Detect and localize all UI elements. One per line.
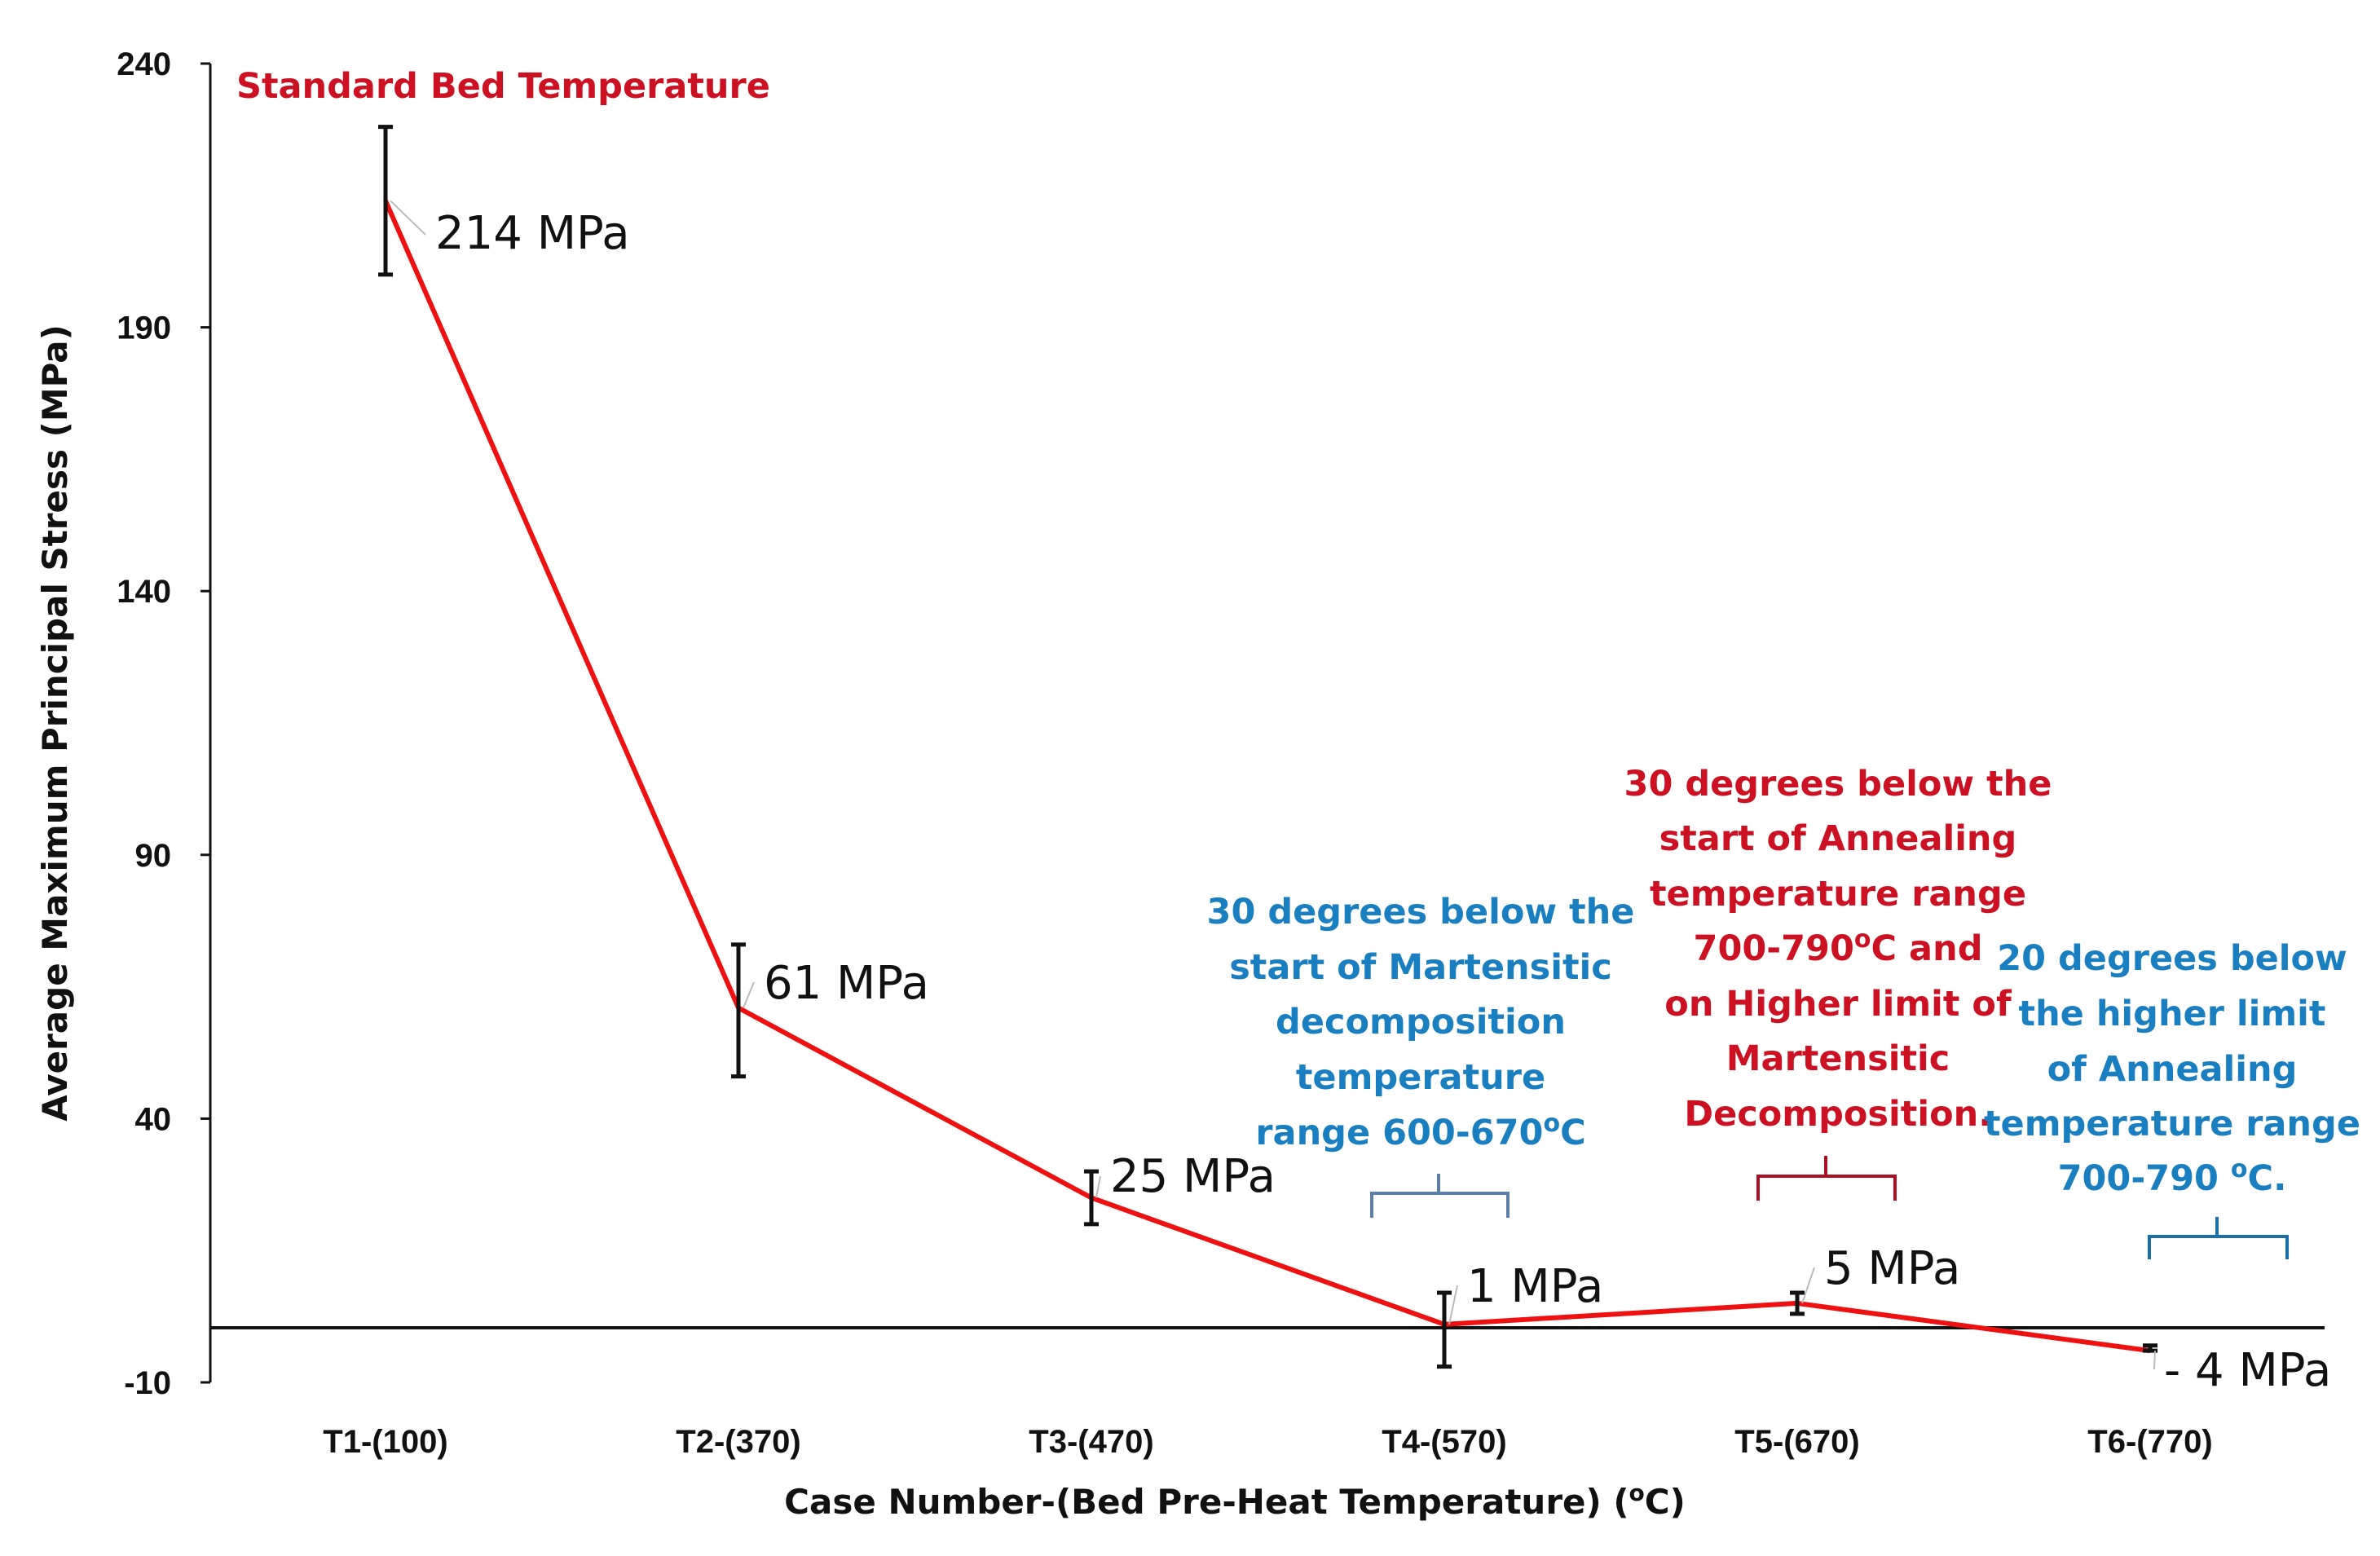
svg-text:range 600-670oC: range 600-670oC — [1255, 1109, 1585, 1153]
annotation-annealing: 30 degrees below the start of Annealing … — [1624, 764, 2052, 1135]
svg-text:20 degrees below: 20 degrees below — [1997, 938, 2347, 979]
svg-text:700-790oC and: 700-790oC and — [1694, 925, 1983, 969]
y-tick-label: 90 — [135, 838, 172, 874]
svg-text:start of Martensitic: start of Martensitic — [1229, 947, 1612, 988]
data-label-t1: 214 MPa — [435, 207, 630, 260]
label-leader-line — [1095, 1175, 1101, 1198]
error-bar — [1084, 1169, 1099, 1227]
label-leader-line — [1448, 1285, 1458, 1325]
y-axis-ticks: 240 190 140 90 40 -10 — [117, 46, 210, 1401]
data-label-t4: 1 MPa — [1467, 1260, 1603, 1313]
label-leader-line — [1801, 1267, 1815, 1304]
data-label-t2: 61 MPa — [764, 957, 929, 1010]
error-bars — [378, 125, 2157, 1369]
svg-text:decomposition: decomposition — [1276, 1002, 1566, 1042]
annotation-standard-bed: Standard Bed Temperature — [236, 66, 770, 107]
y-tick-label: 240 — [117, 46, 171, 82]
x-tick-label: T1-(100) — [323, 1424, 447, 1460]
annotation-martensitic: 30 degrees below the start of Martensiti… — [1207, 892, 1635, 1153]
data-label-t5: 5 MPa — [1824, 1242, 1960, 1295]
x-tick-label: T2-(370) — [676, 1424, 800, 1460]
error-bar — [1790, 1290, 1805, 1316]
data-label-t3: 25 MPa — [1110, 1150, 1276, 1203]
svg-text:on Higher limit of: on Higher limit of — [1664, 984, 2012, 1025]
svg-text:30 degrees below the: 30 degrees below the — [1624, 764, 2052, 804]
x-tick-label: T4-(570) — [1382, 1424, 1506, 1460]
annotation-higher-limit: 20 degrees below the higher limit of Ann… — [1984, 938, 2360, 1199]
series-line — [383, 200, 2151, 1354]
svg-text:temperature: temperature — [1296, 1057, 1545, 1098]
svg-text:of Annealing: of Annealing — [2047, 1049, 2298, 1090]
x-tick-label: T5-(670) — [1734, 1424, 1859, 1460]
svg-text:the higher limit: the higher limit — [2019, 994, 2326, 1034]
error-bar — [1437, 1290, 1452, 1369]
error-bar — [731, 942, 746, 1079]
label-leader-line — [390, 200, 426, 236]
svg-text:Decomposition.: Decomposition. — [1684, 1094, 1991, 1135]
x-tick-label: T6-(770) — [2087, 1424, 2212, 1460]
x-axis-tick-labels: T1-(100) T2-(370) T3-(470) T4-(570) T5-(670)… — [323, 1424, 2212, 1460]
bracket-t5 — [1756, 1156, 1897, 1201]
svg-text:700-790 oC.: 700-790 oC. — [2058, 1155, 2287, 1199]
y-tick-label: 140 — [117, 574, 171, 610]
svg-text:start of Annealing: start of Annealing — [1659, 818, 2017, 859]
x-axis-title: Case Number-(Bed Pre-Heat Temperature) (… — [784, 1479, 1686, 1522]
y-tick-label: 190 — [117, 311, 171, 346]
error-bar — [378, 125, 393, 277]
y-axis-title: Average Maximum Principal Stress (MPa) — [35, 324, 75, 1122]
svg-text:Martensitic: Martensitic — [1726, 1038, 1950, 1079]
svg-text:temperature range: temperature range — [1650, 874, 2026, 915]
svg-text:30 degrees below the: 30 degrees below the — [1207, 892, 1635, 932]
data-label-leaders — [390, 200, 2156, 1370]
bracket-t4 — [1370, 1174, 1510, 1218]
svg-text:temperature range: temperature range — [1984, 1104, 2360, 1144]
bracket-t6 — [2148, 1217, 2289, 1259]
y-tick-label: 40 — [135, 1101, 172, 1137]
label-leader-line — [743, 981, 755, 1008]
data-label-t6: - 4 MPa — [2164, 1344, 2331, 1397]
y-tick-label: -10 — [124, 1365, 171, 1401]
x-tick-label: T3-(470) — [1029, 1424, 1153, 1460]
label-leader-line — [2153, 1351, 2156, 1370]
